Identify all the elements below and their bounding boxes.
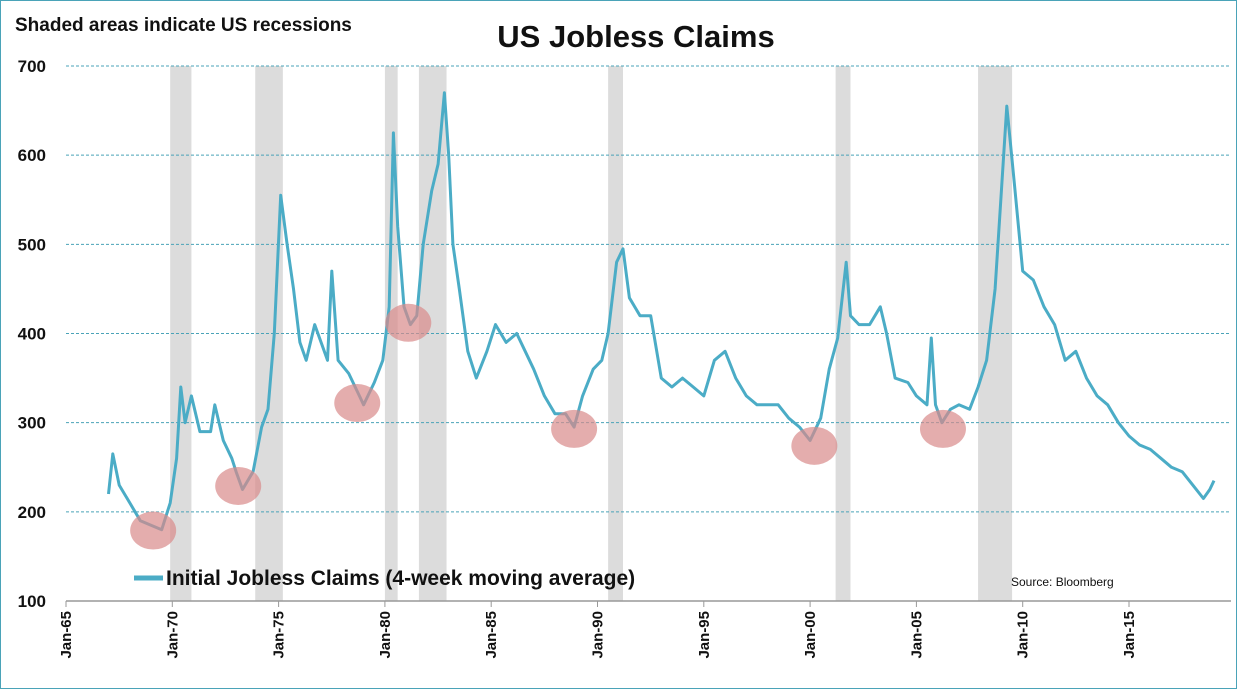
x-tick-label: Jan-15 bbox=[1121, 611, 1138, 659]
legend-label: Initial Jobless Claims (4-week moving av… bbox=[166, 567, 635, 590]
cycle-low-marker bbox=[385, 303, 432, 342]
cycle-low-marker bbox=[791, 426, 838, 465]
cycle-low-marker bbox=[919, 409, 966, 448]
y-tick-label: 400 bbox=[18, 325, 46, 344]
x-tick-label: Jan-10 bbox=[1015, 611, 1032, 659]
x-tick-label: Jan-95 bbox=[696, 611, 713, 659]
jobless-claims-line bbox=[107, 91, 1216, 532]
highlighted-lows bbox=[130, 303, 966, 550]
cycle-low-marker bbox=[334, 384, 381, 423]
y-tick-label: 700 bbox=[18, 57, 46, 76]
series-line bbox=[107, 91, 1216, 532]
x-tick-label: Jan-70 bbox=[164, 611, 181, 659]
x-tick-label: Jan-65 bbox=[58, 611, 75, 659]
chart-subtitle: Shaded areas indicate US recessions bbox=[15, 15, 352, 36]
legend: Initial Jobless Claims (4-week moving av… bbox=[134, 567, 635, 590]
x-tick-label: Jan-80 bbox=[377, 611, 394, 659]
y-tick-label: 300 bbox=[18, 414, 46, 433]
cycle-low-marker bbox=[551, 409, 598, 448]
y-tick-label: 600 bbox=[18, 146, 46, 165]
x-tick-label: Jan-75 bbox=[271, 611, 288, 659]
x-tick-label: Jan-00 bbox=[802, 611, 819, 659]
y-tick-label: 500 bbox=[18, 235, 46, 254]
chart-title: US Jobless Claims bbox=[497, 19, 775, 54]
cycle-low-marker bbox=[215, 466, 262, 505]
y-tick-label: 100 bbox=[18, 592, 46, 611]
x-tick-label: Jan-05 bbox=[908, 611, 925, 659]
x-axis-ticks: Jan-65 Jan-70 Jan-75 Jan-80 Jan-85 Jan-90 Jan-… bbox=[58, 601, 1138, 659]
gridlines bbox=[66, 65, 1231, 602]
recession-band bbox=[608, 66, 624, 601]
source-note: Source: Bloomberg bbox=[1011, 575, 1114, 589]
y-axis-ticks: 100 200 300 400 500 600 700 bbox=[18, 57, 46, 611]
y-tick-label: 200 bbox=[18, 503, 46, 522]
x-tick-label: Jan-85 bbox=[483, 611, 500, 659]
cycle-low-marker bbox=[130, 511, 177, 550]
x-tick-label: Jan-90 bbox=[590, 611, 607, 659]
